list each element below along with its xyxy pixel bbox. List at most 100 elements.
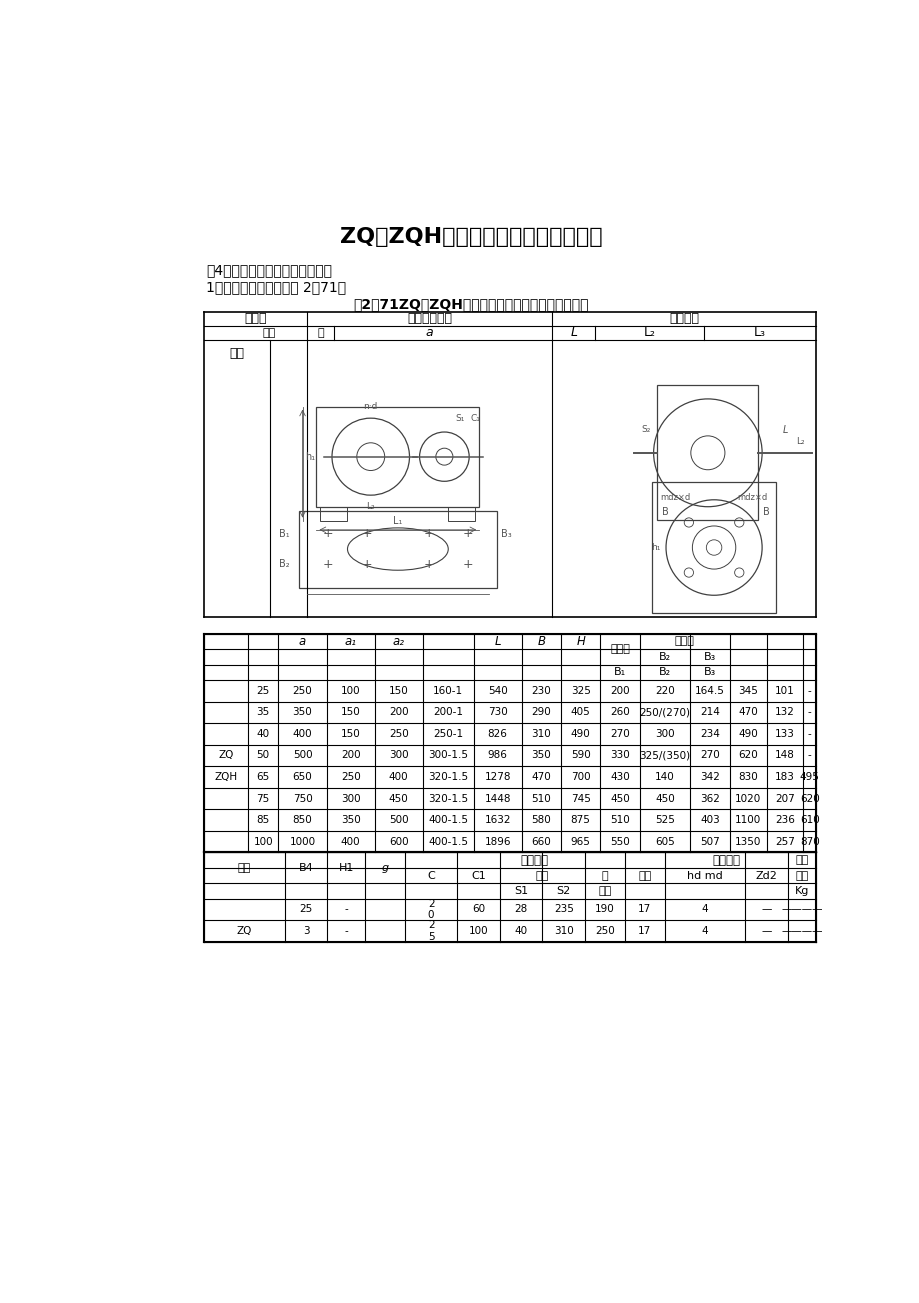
Text: 高: 高 — [317, 327, 323, 337]
Text: 214: 214 — [699, 708, 720, 717]
Bar — [448, 507, 475, 521]
Text: 257: 257 — [774, 837, 794, 847]
Text: H: H — [575, 635, 584, 648]
Text: 580: 580 — [531, 816, 550, 825]
Text: 405: 405 — [570, 708, 590, 717]
Text: 1632: 1632 — [483, 816, 510, 825]
Text: 510: 510 — [531, 794, 550, 804]
Text: 17: 17 — [638, 926, 651, 936]
Text: —: — — [761, 904, 771, 915]
Text: 400: 400 — [292, 728, 312, 739]
Text: +: + — [462, 528, 472, 541]
Text: 3: 3 — [302, 926, 309, 936]
Text: B: B — [537, 635, 545, 648]
Text: 低速轴: 低速轴 — [674, 636, 694, 646]
Text: B₃: B₃ — [500, 529, 511, 538]
Text: 362: 362 — [699, 794, 720, 804]
Text: 2
5: 2 5 — [427, 920, 434, 942]
Text: 400-1.5: 400-1.5 — [427, 816, 468, 825]
Text: 中心距: 中心距 — [244, 313, 267, 326]
Text: 孔径: 孔径 — [597, 886, 611, 896]
Text: 490: 490 — [737, 728, 757, 739]
Text: 200-1: 200-1 — [433, 708, 462, 717]
Text: B: B — [661, 507, 668, 517]
Text: 轴端尺弸: 轴端尺弸 — [668, 313, 698, 326]
Text: 965: 965 — [570, 837, 590, 847]
Text: 中心: 中心 — [262, 327, 275, 337]
Text: 孔: 孔 — [601, 870, 607, 881]
Text: +: + — [462, 558, 472, 571]
Text: ————: ———— — [780, 904, 822, 915]
Text: B₂: B₂ — [658, 652, 670, 662]
Text: 540: 540 — [487, 685, 507, 696]
Text: 236: 236 — [774, 816, 794, 825]
Text: 875: 875 — [570, 816, 590, 825]
Text: h₁: h₁ — [651, 543, 660, 552]
Text: 320-1.5: 320-1.5 — [427, 794, 468, 804]
Text: 1896: 1896 — [483, 837, 510, 847]
Text: 28: 28 — [514, 904, 528, 915]
Text: 200: 200 — [609, 685, 630, 696]
Text: 1350: 1350 — [734, 837, 761, 847]
Text: +: + — [323, 528, 333, 541]
Text: 350: 350 — [340, 816, 360, 825]
Text: S2: S2 — [556, 886, 571, 896]
Text: 310: 310 — [531, 728, 550, 739]
Text: 150: 150 — [340, 728, 360, 739]
Text: L₃: L₃ — [754, 326, 766, 339]
Text: 700: 700 — [570, 771, 590, 782]
Text: 220: 220 — [654, 685, 675, 696]
Text: 最大外形尺弸: 最大外形尺弸 — [407, 313, 451, 326]
Text: B₃: B₃ — [703, 667, 716, 678]
Text: 270: 270 — [609, 728, 630, 739]
Text: 620: 620 — [800, 794, 819, 804]
Text: 4: 4 — [701, 904, 708, 915]
Text: —: — — [761, 926, 771, 936]
Text: 300-1.5: 300-1.5 — [427, 751, 468, 761]
Text: 2
0: 2 0 — [427, 899, 434, 920]
Text: 25: 25 — [256, 685, 269, 696]
Text: 型号: 型号 — [237, 863, 251, 873]
Text: 590: 590 — [570, 751, 590, 761]
Text: L: L — [570, 326, 577, 339]
Text: -: - — [807, 728, 811, 739]
Text: L₁: L₁ — [392, 516, 403, 526]
Text: S1: S1 — [514, 886, 528, 896]
Text: ZQ: ZQ — [236, 926, 252, 936]
Text: 190: 190 — [595, 904, 614, 915]
Text: 250/(270): 250/(270) — [639, 708, 690, 717]
Text: B₃: B₃ — [703, 652, 716, 662]
Text: 160-1: 160-1 — [433, 685, 462, 696]
Text: 17: 17 — [638, 904, 651, 915]
Text: ZQH: ZQH — [214, 771, 237, 782]
Text: 430: 430 — [609, 771, 630, 782]
Text: 300: 300 — [389, 751, 408, 761]
Text: +: + — [361, 528, 372, 541]
Text: 345: 345 — [737, 685, 757, 696]
Text: L: L — [782, 425, 788, 435]
Text: 50: 50 — [256, 751, 269, 761]
Text: C: C — [426, 870, 435, 881]
Text: 1448: 1448 — [483, 794, 510, 804]
Text: L₂: L₂ — [796, 437, 804, 446]
Text: （4）外形与安装尺弸及轴端型式: （4）外形与安装尺弸及轴端型式 — [206, 263, 332, 278]
Text: 850: 850 — [292, 816, 312, 825]
Text: 400-1.5: 400-1.5 — [427, 837, 468, 847]
Text: 730: 730 — [487, 708, 507, 717]
Text: 525: 525 — [654, 816, 675, 825]
Text: 140: 140 — [654, 771, 675, 782]
Text: ZQ、ZQH型圆柱齿轮减速器选型样本: ZQ、ZQH型圆柱齿轮减速器选型样本 — [340, 227, 602, 248]
Text: 150: 150 — [389, 685, 408, 696]
Text: -: - — [807, 685, 811, 696]
Text: 500: 500 — [292, 751, 312, 761]
Text: 133: 133 — [774, 728, 794, 739]
Text: H1: H1 — [338, 863, 354, 873]
Text: 1278: 1278 — [483, 771, 510, 782]
Text: 60: 60 — [471, 904, 484, 915]
Text: C₁: C₁ — [470, 413, 480, 422]
Text: B: B — [762, 507, 768, 517]
Text: 270: 270 — [699, 751, 720, 761]
Text: mdz×d: mdz×d — [737, 493, 767, 502]
Text: 495: 495 — [799, 771, 819, 782]
Text: a: a — [299, 635, 306, 648]
